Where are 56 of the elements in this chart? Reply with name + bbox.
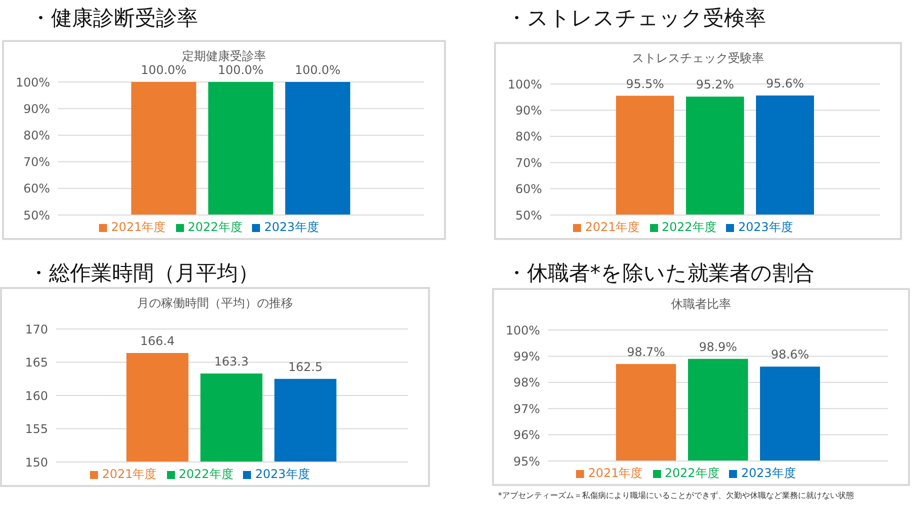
y-tick-label: 90% xyxy=(23,102,50,116)
chart-title: ・健康診断受診率 xyxy=(30,5,198,32)
legend-label: 2021年度 xyxy=(111,220,166,234)
legend-label: 2023年度 xyxy=(255,467,310,481)
chart-subtitle: 月の稼働時間（平均）の推移 xyxy=(136,295,294,312)
chart-subtitle: 定期健康受診率 xyxy=(182,49,266,63)
legend-label: 2022年度 xyxy=(188,220,242,234)
y-tick-label: 99% xyxy=(513,349,540,364)
y-tick-label: 80% xyxy=(515,130,542,144)
data-label: 98.6% xyxy=(770,348,810,362)
y-tick-label: 160 xyxy=(25,388,48,403)
y-tick-label: 96% xyxy=(513,428,540,442)
y-tick-label: 60% xyxy=(23,182,50,196)
data-label: 100.0% xyxy=(140,63,187,77)
y-tick-label: 95% xyxy=(513,454,540,468)
text: *アブセンティーズム＝私傷病により職場にいることができず、欠勤や休職など業務に就けない状態 xyxy=(498,490,854,501)
y-tick-label: 80% xyxy=(23,128,50,142)
y-tick-label: 90% xyxy=(515,103,542,118)
data-label: 162.5 xyxy=(288,360,323,374)
legend-label: 2021年度 xyxy=(588,466,643,480)
y-tick-label: 100% xyxy=(16,75,50,90)
y-tick-label: 70% xyxy=(23,155,50,170)
data-label: 163.3 xyxy=(214,354,249,369)
legend-label: 2021年度 xyxy=(102,467,157,481)
y-tick-label: 50% xyxy=(23,208,50,222)
y-tick-label: 98% xyxy=(513,376,540,390)
data-label: 100.0% xyxy=(294,63,341,77)
y-tick-label: 100% xyxy=(508,77,542,92)
chart-title: ・休職者*を除いた就業者の割合 xyxy=(506,260,814,287)
legend-label: 2022年度 xyxy=(664,466,720,480)
y-tick-label: 150 xyxy=(25,455,48,470)
y-tick-label: 50% xyxy=(515,208,542,222)
legend-label: 2022年度 xyxy=(178,467,234,481)
data-label: 166.4 xyxy=(140,334,175,348)
chart-subtitle: 休職者比率 xyxy=(670,296,732,313)
data-label: 100.0% xyxy=(218,63,264,77)
chart-title: ・ストレスチェック受検率 xyxy=(506,5,766,32)
legend-label: 2023年度 xyxy=(264,220,319,234)
data-label: 98.7% xyxy=(626,345,666,360)
y-tick-label: 165 xyxy=(25,356,48,370)
data-label: 95.5% xyxy=(626,76,664,91)
chart-subtitle: ストレスチェック受験率 xyxy=(631,50,765,67)
y-tick-label: 97% xyxy=(513,402,540,416)
y-tick-label: 100% xyxy=(506,323,540,338)
y-tick-label: 60% xyxy=(515,182,542,196)
y-tick-label: 70% xyxy=(515,156,542,170)
chart-title: ・総作業時間（月平均） xyxy=(28,260,259,287)
legend-label: 2023年度 xyxy=(738,220,793,234)
data-label: 98.9% xyxy=(698,340,738,354)
data-label: 95.2% xyxy=(696,78,734,92)
legend-label: 2022年度 xyxy=(662,220,716,234)
y-tick-label: 155 xyxy=(25,422,48,436)
y-tick-label: 170 xyxy=(25,322,48,336)
legend-label: 2023年度 xyxy=(741,466,796,480)
data-label: 95.6% xyxy=(766,76,804,91)
legend-label: 2021年度 xyxy=(585,220,640,234)
